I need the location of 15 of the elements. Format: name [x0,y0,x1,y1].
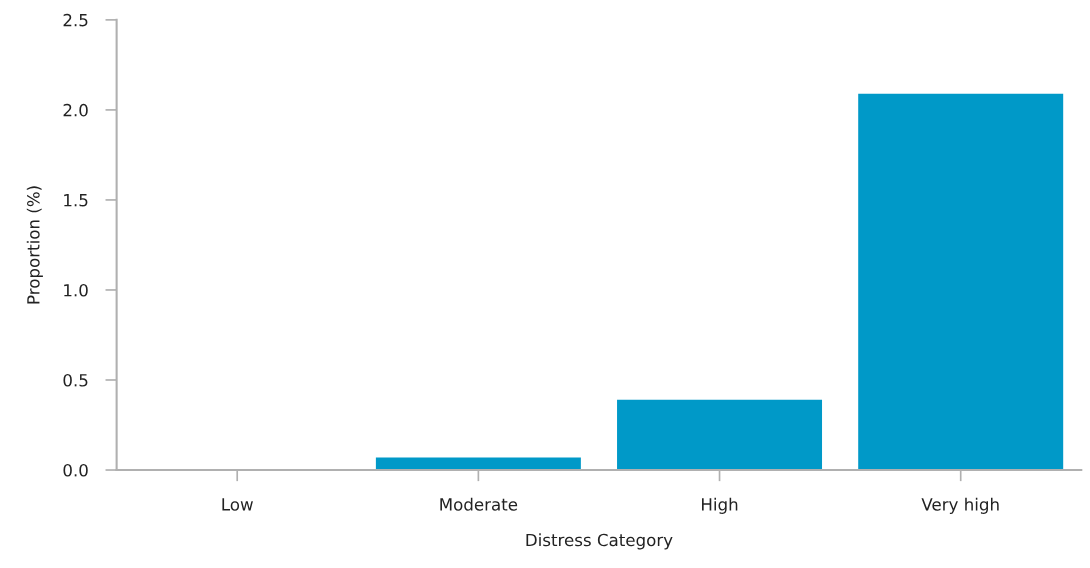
y-tick-label: 0.5 [63,373,88,387]
x-axis-title: Distress Category [526,533,673,550]
x-tick-label: High [702,497,738,514]
x-tick-label: Low [222,498,253,511]
y-tick-label: 2.5 [63,13,88,27]
y-tick-label: 0.0 [63,463,88,477]
x-tick-label: Very high [921,497,999,514]
x-tick-label: Moderate [440,497,518,511]
y-tick-label: 1.5 [64,194,88,207]
y-tick-label: 1.0 [64,283,88,297]
bar [617,399,823,471]
y-axis-title: Proportion (%) [26,186,43,304]
bar [375,457,581,471]
bar [858,93,1064,471]
y-tick-label: 2.0 [63,103,88,117]
